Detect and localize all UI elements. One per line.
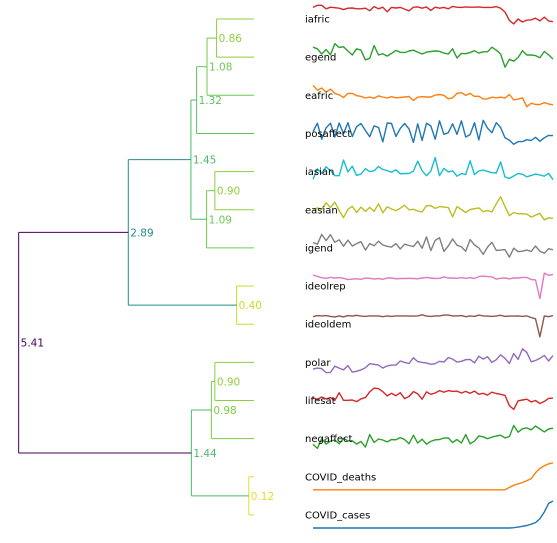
sparkline-label-ideolrep: ideolrep [305, 282, 346, 293]
dendrogram-height-label: 1.09 [209, 214, 232, 226]
dendrogram-height-label: 1.08 [209, 62, 232, 74]
sparkline-label-iasian: iasian [305, 167, 334, 178]
sparkline-lifesat: lifesat [305, 387, 554, 411]
sparkline-label-igend: igend [305, 243, 333, 254]
dendrogram-height-label: 0.86 [219, 33, 243, 45]
sparkline-label-lifesat: lifesat [305, 396, 336, 407]
sparkline-negaffect: negaffect [305, 424, 554, 450]
sparkline-ideoldem: ideoldem [305, 314, 554, 338]
dendrogram-merge-1-44: 1.44 [190, 409, 249, 497]
dendrogram-height-label: 2.89 [130, 227, 153, 239]
sparkline-ideolrep: ideolrep [305, 272, 554, 300]
dendrogram-height-label: 0.12 [251, 491, 274, 503]
sparkline-covid-deaths: COVID_deaths [305, 462, 554, 491]
sparkline-label-polar: polar [305, 358, 331, 369]
dendrogram-height-label: 1.45 [193, 155, 216, 167]
sparkline-covid-cases: COVID_cases [305, 500, 554, 529]
dendrogram-merge-1-08: 1.08 [206, 37, 254, 96]
sparkline-label-ideoldem: ideoldem [305, 320, 351, 331]
sparkline-label-covid-cases: COVID_cases [305, 510, 370, 521]
sparkline-label-iafric: iafric [305, 15, 330, 26]
dendrogram-merge-0-9: 0.90 [214, 171, 254, 211]
sparkline-path-polar [312, 348, 554, 374]
sparkline-label-covid-deaths: COVID_deaths [305, 472, 376, 483]
sparkline-eafric: eafric [305, 84, 554, 108]
dendrogram-merge-0-98: 0.98 [210, 380, 254, 440]
sparkline-path-igend [312, 233, 554, 258]
dendrogram: 0.86 1.08 1.32 0.90 1.09 1.45 0.40 2.89 0.90 0.98… [18, 18, 274, 516]
sparkline-polar: polar [305, 348, 554, 374]
sparkline-path-iafric [312, 4, 554, 25]
dendrogram-merge-1-45: 1.45 [190, 99, 216, 220]
sparkline-path-covid-cases [313, 500, 554, 529]
sparkline-path-lifesat [312, 387, 554, 411]
sparkline-iasian: iasian [305, 156, 554, 181]
sparkline-path-posaffect [312, 119, 554, 146]
dendrogram-height-label: 1.44 [193, 448, 217, 460]
sparkline-label-egend: egend [305, 53, 336, 64]
sparkline-iafric: iafric [305, 4, 554, 26]
dendrogram-merge-1-09: 1.09 [206, 190, 254, 249]
sparkline-label-easian: easian [305, 205, 338, 216]
sparkline-panel: iafric egend eafric posaffect iasian easian ig… [305, 4, 554, 529]
sparkline-path-negaffect [312, 424, 554, 450]
sparkline-easian: easian [305, 196, 554, 221]
sparkline-egend: egend [305, 43, 554, 68]
dendrogram-merge-0-9: 0.90 [214, 361, 254, 401]
sparkline-label-eafric: eafric [305, 91, 333, 102]
sparkline-path-ideolrep [312, 272, 554, 300]
dendrogram-height-label: 0.90 [217, 186, 240, 198]
dendrogram-merge-0-12: 0.12 [248, 476, 274, 516]
dendrogram-height-label: 0.98 [213, 405, 236, 417]
dendrogram-merge-0-4: 0.40 [236, 285, 262, 325]
sparkline-posaffect: posaffect [305, 119, 554, 146]
dendrogram-height-label: 0.40 [239, 300, 262, 312]
sparkline-path-easian [312, 196, 554, 221]
dendrogram-height-label: 1.32 [199, 95, 222, 107]
dendrogram-merge-0-86: 0.86 [216, 18, 254, 58]
sparkline-path-covid-deaths [313, 462, 554, 491]
sparkline-label-negaffect: negaffect [305, 434, 353, 445]
dendrogram-merge-1-32: 1.32 [196, 66, 254, 134]
sparkline-path-ideoldem [312, 314, 554, 338]
dendrogram-merge-5-41: 5.41 [18, 231, 192, 454]
sparkline-path-egend [312, 43, 554, 68]
dendrogram-height-label: 0.90 [217, 376, 240, 388]
sparkline-igend: igend [305, 233, 554, 258]
dendrogram-merge-2-89: 2.89 [127, 159, 237, 306]
sparkline-label-posaffect: posaffect [305, 129, 351, 140]
sparkline-path-eafric [312, 84, 554, 108]
sparkline-path-iasian [312, 156, 554, 181]
dendrogram-height-label: 5.41 [21, 338, 44, 350]
